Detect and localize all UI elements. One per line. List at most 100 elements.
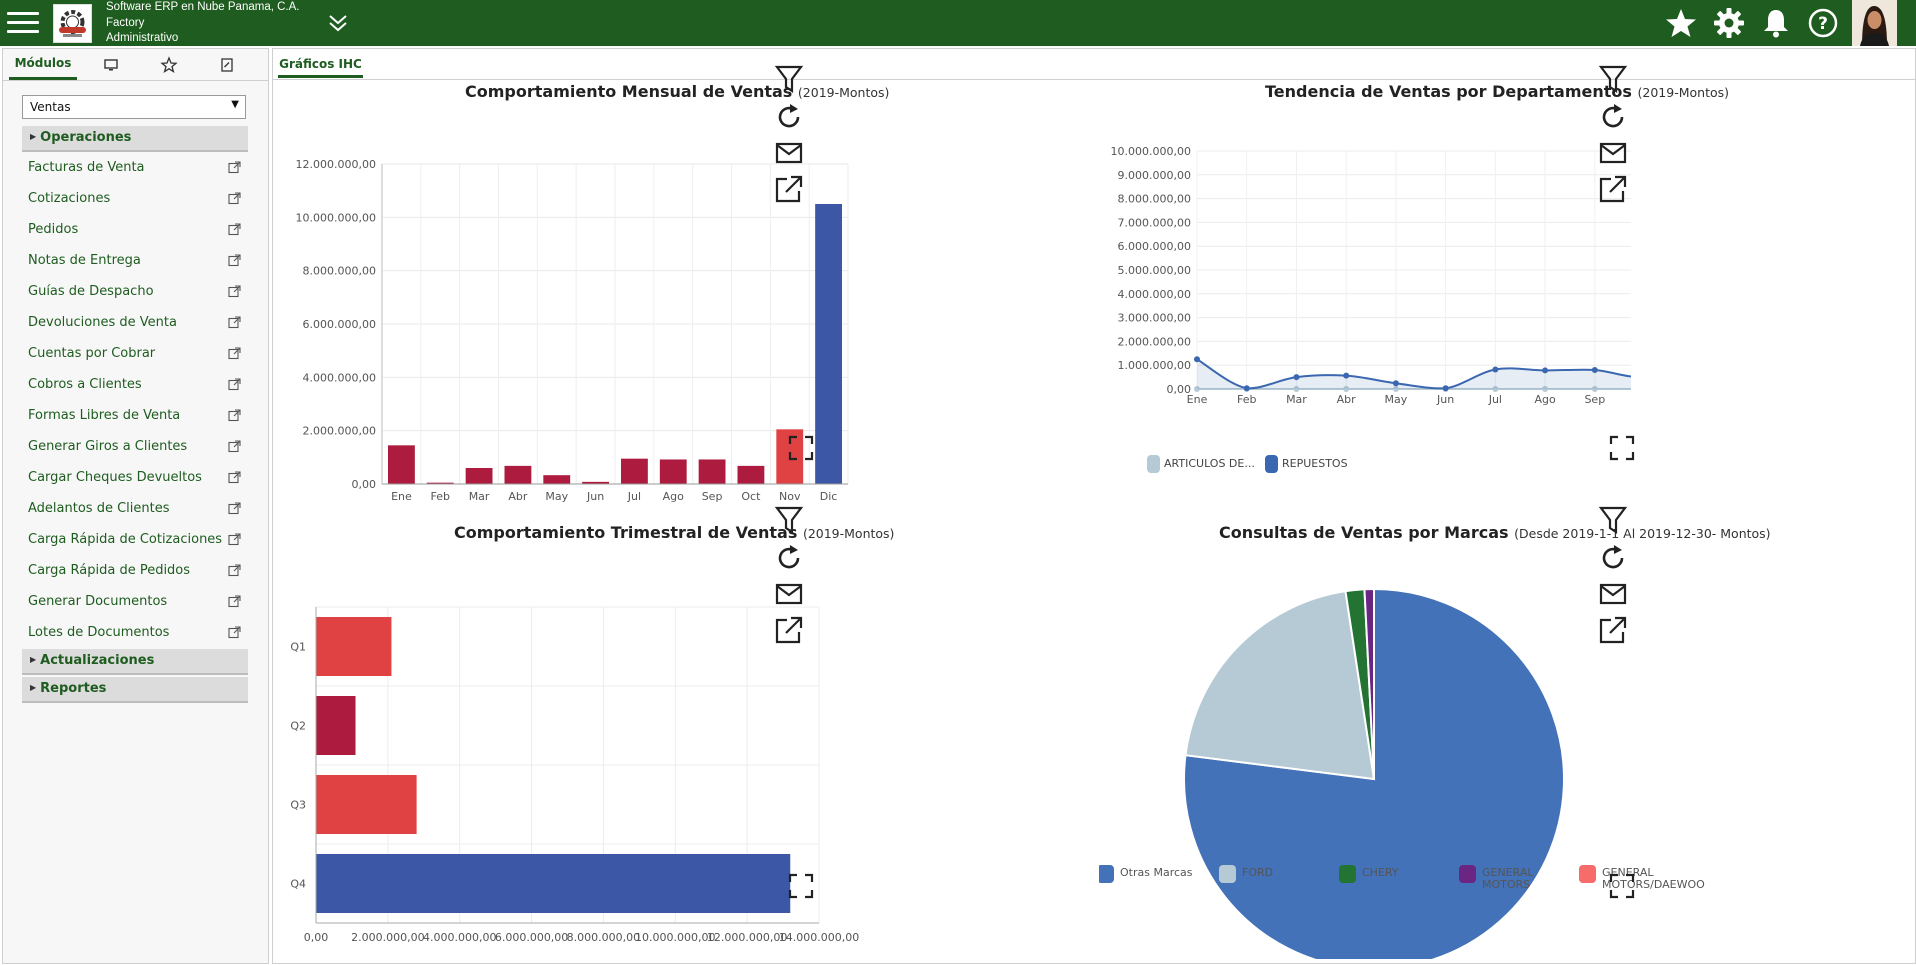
mail-icon[interactable] (1597, 578, 1629, 610)
bar[interactable] (465, 468, 493, 484)
menu-item[interactable]: Devoluciones de Venta (28, 315, 243, 337)
legend-label[interactable]: GENERAL (1482, 866, 1534, 879)
legend-label[interactable]: MOTORS/DAEWOO (1602, 878, 1705, 891)
bar[interactable] (815, 204, 842, 484)
data-point[interactable] (1591, 366, 1598, 373)
bar[interactable] (316, 775, 417, 834)
external-link-icon[interactable] (228, 502, 241, 519)
pie-slice[interactable] (1184, 590, 1376, 781)
menu-item[interactable]: Generar Giros a Clientes (28, 439, 243, 461)
external-link-icon[interactable] (228, 347, 241, 364)
series-line[interactable] (1197, 168, 1631, 390)
legend-label[interactable]: CHERY (1362, 866, 1399, 879)
mail-icon[interactable] (1597, 137, 1629, 169)
open-external-icon[interactable] (773, 614, 805, 646)
bar[interactable] (316, 854, 791, 913)
external-link-icon[interactable] (228, 564, 241, 581)
company-logo[interactable] (53, 4, 92, 43)
menu-item[interactable]: Cobros a Clientes (28, 377, 243, 399)
data-point[interactable] (1492, 366, 1499, 373)
open-external-icon[interactable] (1597, 614, 1629, 646)
mail-icon[interactable] (773, 578, 805, 610)
fullscreen-icon[interactable] (788, 873, 814, 899)
data-point[interactable] (1343, 386, 1350, 392)
menu-item[interactable]: Cotizaciones (28, 191, 243, 213)
menu-item[interactable]: Lotes de Documentos (28, 625, 243, 647)
chevrons-down-icon[interactable] (325, 10, 351, 36)
external-link-icon[interactable] (228, 533, 241, 550)
avatar[interactable] (1852, 0, 1897, 46)
menu-item[interactable]: Cuentas por Cobrar (28, 346, 243, 368)
bar[interactable] (504, 465, 532, 484)
legend-swatch[interactable] (1147, 455, 1160, 473)
group-actualizaciones[interactable]: ▶ Actualizaciones (22, 649, 248, 675)
bar[interactable] (316, 617, 392, 676)
module-select[interactable]: Ventas ▼ (22, 95, 246, 119)
legend-swatch[interactable] (1099, 865, 1114, 883)
menu-item[interactable]: Cargar Cheques Devueltos (28, 470, 243, 492)
external-link-icon[interactable] (228, 378, 241, 395)
bar[interactable] (543, 475, 571, 484)
bar[interactable] (659, 459, 687, 484)
menu-item[interactable]: Notas de Entrega (28, 253, 243, 275)
external-link-icon[interactable] (228, 254, 241, 271)
data-point[interactable] (1194, 356, 1200, 363)
bar[interactable] (582, 481, 609, 484)
filter-icon[interactable] (1597, 63, 1629, 95)
star-icon[interactable] (1663, 5, 1699, 41)
document-icon[interactable] (201, 49, 253, 80)
group-operaciones[interactable]: ▶ Operaciones (22, 126, 248, 152)
filter-icon[interactable] (773, 63, 805, 95)
data-point[interactable] (1293, 374, 1300, 381)
refresh-icon[interactable] (773, 542, 805, 574)
tab-modulos[interactable]: Módulos (9, 49, 77, 80)
refresh-icon[interactable] (1597, 542, 1629, 574)
external-link-icon[interactable] (228, 192, 241, 209)
menu-item[interactable]: Pedidos (28, 222, 243, 244)
bar[interactable] (316, 696, 356, 755)
refresh-icon[interactable] (1597, 101, 1629, 133)
legend-label[interactable]: Otras Marcas (1120, 866, 1193, 879)
legend-swatch[interactable] (1219, 865, 1236, 883)
menu-item[interactable]: Formas Libres de Venta (28, 408, 243, 430)
menu-item[interactable]: Facturas de Venta (28, 160, 243, 182)
legend-label[interactable]: ARTICULOS DE... (1164, 457, 1255, 470)
data-point[interactable] (1542, 367, 1549, 374)
external-link-icon[interactable] (228, 285, 241, 302)
filter-icon[interactable] (773, 504, 805, 536)
bar[interactable] (621, 458, 648, 484)
help-icon[interactable]: ? (1805, 5, 1841, 41)
external-link-icon[interactable] (228, 316, 241, 333)
legend-label[interactable]: MOTORS (1482, 878, 1530, 891)
legend-label[interactable]: REPUESTOS (1282, 457, 1348, 470)
legend-swatch[interactable] (1265, 455, 1278, 473)
data-point[interactable] (1442, 385, 1449, 392)
data-point[interactable] (1243, 385, 1250, 392)
legend-swatch[interactable] (1459, 865, 1476, 883)
filter-icon[interactable] (1597, 504, 1629, 536)
external-link-icon[interactable] (228, 471, 241, 488)
legend-swatch[interactable] (1579, 865, 1596, 883)
tab-graficos-ihc[interactable]: Gráficos IHC (278, 52, 363, 78)
data-point[interactable] (1492, 386, 1499, 392)
external-link-icon[interactable] (228, 440, 241, 457)
data-point[interactable] (1542, 386, 1549, 392)
menu-item[interactable]: Carga Rápida de Cotizaciones (28, 532, 243, 554)
open-external-icon[interactable] (1597, 173, 1629, 205)
gear-icon[interactable] (1711, 5, 1747, 41)
group-reportes[interactable]: ▶ Reportes (22, 677, 248, 703)
data-point[interactable] (1392, 386, 1399, 392)
bar[interactable] (698, 459, 726, 484)
bar[interactable] (426, 482, 454, 484)
external-link-icon[interactable] (228, 223, 241, 240)
menu-item[interactable]: Guías de Despacho (28, 284, 243, 306)
refresh-icon[interactable] (773, 101, 805, 133)
fullscreen-icon[interactable] (1609, 873, 1635, 899)
menu-item[interactable]: Adelantos de Clientes (28, 501, 243, 523)
legend-label[interactable]: FORD (1242, 866, 1273, 879)
legend-swatch[interactable] (1339, 865, 1356, 883)
bar[interactable] (737, 465, 765, 484)
menu-item[interactable]: Generar Documentos (28, 594, 243, 616)
monitor-icon[interactable] (85, 49, 137, 80)
menu-item[interactable]: Carga Rápida de Pedidos (28, 563, 243, 585)
